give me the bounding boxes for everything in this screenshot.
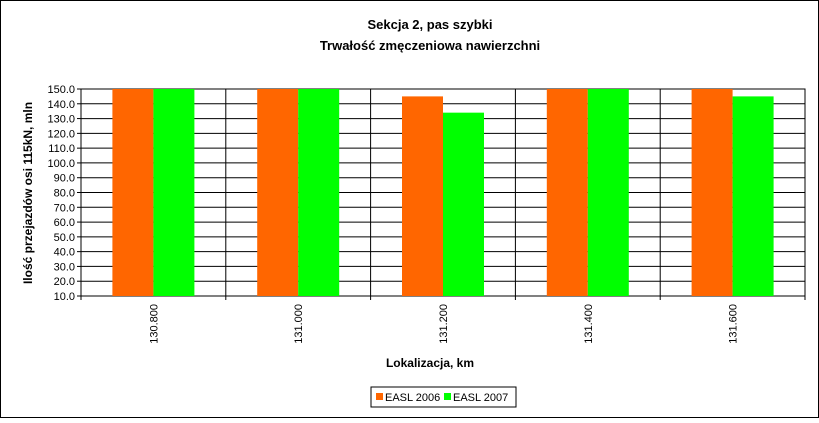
x-tick-label: 130.800 xyxy=(148,304,160,344)
y-tick-label: 80.0 xyxy=(54,188,75,200)
bar xyxy=(257,89,299,296)
bar xyxy=(443,112,484,297)
y-tick-label: 90.0 xyxy=(54,173,75,185)
legend-swatch xyxy=(376,393,383,400)
y-axis-ticks: 10.0 20.0 30.0 40.0 50.0 60.0 70.0 80.0 90.0 100.… xyxy=(47,84,81,303)
y-tick-label: 140.0 xyxy=(47,99,75,111)
y-tick-label: 110.0 xyxy=(48,143,75,155)
bar xyxy=(732,96,774,297)
y-tick-label: 130.0 xyxy=(47,114,75,126)
bar xyxy=(546,89,588,296)
bar xyxy=(691,89,733,296)
x-tick-label: 131.200 xyxy=(438,304,450,344)
y-tick-label: 100.0 xyxy=(47,158,75,170)
chart-title: Sekcja 2, pas szybki xyxy=(367,17,492,32)
y-tick-label: 50.0 xyxy=(54,232,75,244)
legend-swatch xyxy=(444,393,451,400)
chart-subtitle: Trwałość zmęczeniowa nawierzchni xyxy=(320,38,540,53)
legend-box xyxy=(370,386,517,408)
y-tick-label: 150.0 xyxy=(47,84,75,96)
x-tick-label: 131.400 xyxy=(583,304,595,344)
x-tick-label: 131.000 xyxy=(293,304,305,344)
y-tick-label: 10.0 xyxy=(54,291,75,303)
bar xyxy=(587,89,629,296)
bar xyxy=(298,89,340,296)
bar xyxy=(112,89,154,296)
y-tick-label: 20.0 xyxy=(54,276,75,288)
x-tick-label: 131.600 xyxy=(728,304,740,344)
x-axis-title: Lokalizacja, km xyxy=(386,356,474,370)
y-tick-label: 70.0 xyxy=(54,202,75,214)
y-tick-label: 60.0 xyxy=(54,217,75,229)
y-tick-label: 40.0 xyxy=(54,247,75,259)
bar xyxy=(153,89,195,296)
bars xyxy=(112,89,774,297)
x-axis-ticks: 130.800 131.000 131.200 131.400 131.600 xyxy=(80,296,806,344)
legend: EASL 2006 EASL 2007 xyxy=(376,392,508,404)
bar xyxy=(402,96,443,297)
y-tick-label: 120.0 xyxy=(47,128,75,140)
legend-label: EASL 2007 xyxy=(453,392,508,404)
y-tick-label: 30.0 xyxy=(54,261,75,273)
y-axis-title: Ilość przejazdów osi 115kN, mln xyxy=(21,102,35,284)
legend-label: EASL 2006 xyxy=(385,392,440,404)
